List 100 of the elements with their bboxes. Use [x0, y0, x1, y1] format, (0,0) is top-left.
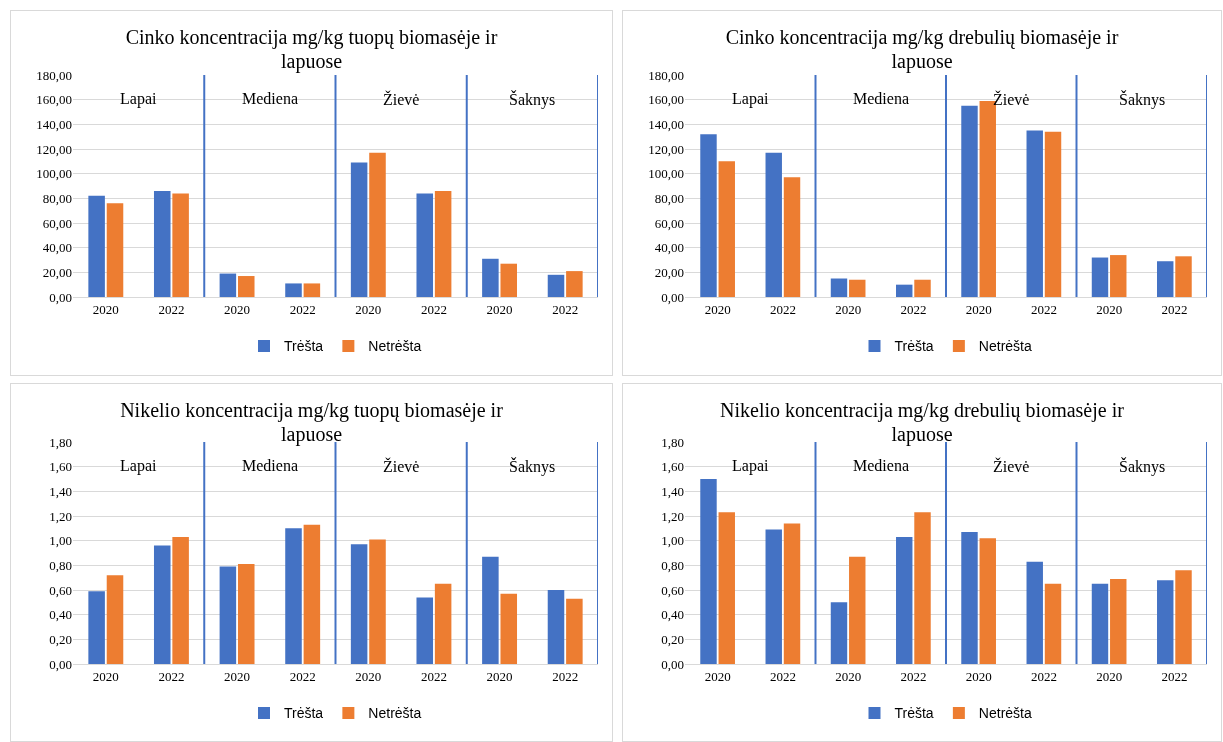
annotation: Žievė [993, 90, 1030, 108]
bar [700, 134, 717, 297]
bar [482, 556, 499, 664]
legend-label: Netrėšta [368, 705, 422, 722]
bar [830, 602, 848, 664]
x-tick-label: 2020 [355, 301, 382, 317]
x-tick-label: 2020 [965, 301, 992, 317]
y-tick-label: 140,00 [36, 116, 72, 132]
y-tick-label: 160,00 [648, 92, 684, 108]
bar [783, 177, 801, 297]
y-tick-label: 1,00 [661, 533, 684, 549]
bar [896, 536, 913, 664]
x-tick-label: 2020 [486, 301, 513, 317]
y-tick-label: 20,00 [42, 264, 72, 280]
annotation: Žievė [993, 457, 1030, 475]
x-tick-label: 2020 [486, 668, 513, 684]
x-tick-label: 2022 [420, 301, 447, 317]
x-tick-label: 2022 [158, 301, 185, 317]
annotation: Mediena [853, 90, 909, 107]
bar [219, 273, 237, 297]
bar [961, 105, 978, 297]
bar [979, 538, 996, 664]
annotation: Mediena [242, 90, 298, 107]
bar [1026, 130, 1043, 297]
bar [172, 536, 189, 664]
y-tick-label: 40,00 [42, 240, 72, 256]
y-tick-label: 0,40 [661, 607, 684, 623]
bar [830, 278, 848, 297]
bar [106, 203, 124, 297]
x-tick-label: 2020 [704, 301, 731, 317]
annotation: Mediena [242, 457, 298, 474]
bar [1157, 261, 1174, 297]
bar [237, 276, 255, 297]
bar [1091, 257, 1109, 297]
x-tick-label: 2020 [92, 668, 119, 684]
bar [547, 274, 565, 297]
x-tick-label: 2020 [355, 668, 382, 684]
x-tick-label: 2022 [158, 668, 185, 684]
y-tick-label: 1,80 [49, 434, 72, 450]
x-tick-label: 2022 [769, 668, 796, 684]
bar [1175, 570, 1192, 664]
y-tick-label: 100,00 [648, 166, 684, 182]
x-tick-label: 2022 [900, 301, 927, 317]
bar [914, 512, 931, 664]
x-tick-label: 2020 [1096, 301, 1123, 317]
y-tick-label: 180,00 [36, 67, 72, 83]
bar [849, 556, 866, 664]
y-tick-label: 140,00 [648, 116, 684, 132]
y-tick-label: 20,00 [654, 264, 684, 280]
y-tick-label: 0,40 [49, 607, 72, 623]
x-tick-label: 2020 [835, 301, 862, 317]
bar [896, 284, 913, 297]
bar [416, 193, 434, 297]
bar [765, 152, 782, 297]
legend-label: Trėšta [894, 705, 934, 722]
x-tick-label: 2022 [552, 301, 579, 317]
bar [153, 545, 171, 664]
annotation: Lapai [732, 457, 769, 475]
y-tick-label: 1,40 [49, 483, 72, 499]
annotation: Lapai [120, 457, 157, 475]
x-tick-label: 2020 [224, 301, 251, 317]
bar [849, 279, 866, 297]
y-tick-label: 180,00 [648, 67, 684, 83]
bar [219, 566, 237, 664]
bar [718, 161, 735, 297]
chart-title: Cinko koncentracija mg/kg drebulių biomasėje ir lapuose [724, 25, 1120, 73]
y-tick-label: 1,00 [49, 533, 72, 549]
x-tick-label: 2022 [1030, 301, 1057, 317]
bar [350, 544, 368, 664]
chart-title: Nikelio koncentracija mg/kg tuopų biomasėje ir lapuose [119, 398, 504, 446]
y-tick-label: 120,00 [648, 141, 684, 157]
bar [1110, 255, 1127, 297]
bar [700, 479, 717, 664]
y-tick-label: 0,20 [49, 631, 72, 647]
bar [153, 190, 171, 297]
bar [718, 512, 735, 664]
x-tick-label: 2022 [420, 668, 447, 684]
chart-title: Cinko koncentracija mg/kg tuopų biomasėje ir lapuose [124, 25, 499, 73]
bar [1044, 583, 1062, 664]
annotation: Šaknys [509, 90, 556, 109]
bar [1157, 580, 1174, 664]
bar [566, 598, 583, 664]
bar [1175, 256, 1192, 297]
y-tick-label: 1,20 [661, 508, 684, 524]
x-tick-label: 2022 [900, 668, 927, 684]
y-tick-label: 160,00 [36, 92, 72, 108]
bar [350, 162, 368, 297]
y-tick-label: 1,60 [49, 459, 72, 475]
bar [237, 564, 255, 664]
annotation: Žievė [383, 457, 420, 475]
bar [285, 283, 302, 297]
y-tick-label: 0,00 [661, 656, 684, 672]
bar [1026, 561, 1043, 664]
x-tick-label: 2020 [704, 668, 731, 684]
bar [765, 529, 782, 664]
y-tick-label: 60,00 [42, 215, 72, 231]
legend-label: Trėšta [894, 338, 934, 355]
annotation: Šaknys [1119, 457, 1166, 476]
y-tick-label: 40,00 [654, 240, 684, 256]
bar [1044, 131, 1062, 297]
